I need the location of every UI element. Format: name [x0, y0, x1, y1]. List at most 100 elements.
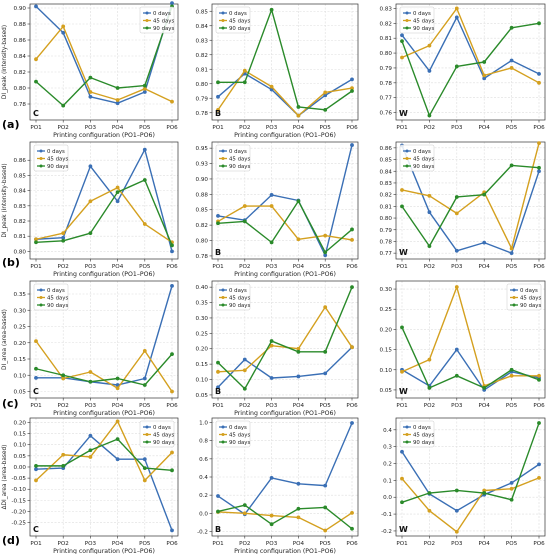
data-point — [427, 491, 432, 495]
plot-frame — [395, 141, 546, 260]
data-point — [509, 246, 514, 251]
x-tick-label: PO3 — [85, 264, 97, 270]
data-point — [269, 204, 274, 208]
x-axis-label: Printing configuration (PO1–PO6) — [234, 271, 336, 278]
data-point — [509, 486, 514, 491]
data-point — [400, 325, 404, 330]
data-point — [509, 481, 514, 485]
data-point — [142, 222, 147, 226]
series-line-1 — [401, 16, 540, 80]
legend-marker — [405, 26, 409, 30]
plot-frame — [29, 417, 179, 537]
data-point — [34, 339, 38, 344]
legend-marker — [221, 288, 225, 292]
data-point — [482, 73, 487, 78]
data-point — [296, 346, 301, 351]
data-point — [454, 195, 459, 199]
x-tick-label: PO2 — [424, 403, 435, 409]
legend-marker — [405, 11, 409, 15]
x-tick-label: PO3 — [451, 403, 463, 409]
plot-frame — [211, 280, 359, 399]
x-tick-label: PO1 — [396, 403, 408, 409]
x-tick-label: PO1 — [396, 125, 408, 131]
data-point — [34, 4, 38, 9]
legend-entry: 90 days — [229, 164, 250, 170]
data-point — [34, 463, 38, 468]
data-point — [61, 376, 66, 381]
data-point — [142, 383, 147, 387]
data-point — [142, 376, 147, 381]
legend-marker — [39, 157, 43, 160]
data-point — [400, 500, 404, 505]
data-point — [509, 163, 514, 168]
data-point — [454, 6, 459, 11]
y-tick-label: 0.85 — [14, 173, 27, 179]
data-point — [115, 190, 120, 195]
x-tick-label: PO4 — [293, 264, 305, 270]
y-tick-label: -0.15 — [12, 498, 27, 504]
y-tick-label: 0.30 — [380, 287, 393, 293]
y-tick-label: 0.20 — [380, 327, 393, 333]
data-point — [88, 370, 93, 374]
series-line-1 — [35, 435, 173, 531]
legend-entry: 0 days — [520, 288, 538, 294]
legend-marker — [221, 433, 225, 436]
data-point — [482, 192, 487, 197]
data-point — [427, 357, 432, 362]
data-point — [242, 386, 247, 391]
x-tick-label: PO5 — [506, 264, 518, 270]
data-point — [537, 169, 541, 174]
data-point — [350, 86, 354, 90]
y-tick-label: 0.77 — [380, 251, 393, 257]
data-point — [242, 368, 247, 373]
y-tick-label: 0.78 — [14, 102, 27, 108]
legend-marker — [221, 157, 225, 160]
chart-panel-2-0: 0.05 0.10 0.15 0.20 0.25 0.30 0.35 PO1 PO2 PO3 PO4… — [2, 280, 179, 417]
data-point — [454, 529, 459, 534]
y-tick-label: 0.86 — [14, 38, 27, 44]
y-tick-label: 0.93 — [196, 162, 209, 168]
data-point — [323, 483, 328, 488]
series-line-2 — [217, 511, 353, 532]
data-point — [537, 80, 541, 85]
legend-entry: 90 days — [47, 164, 68, 170]
plot-frame — [211, 417, 359, 537]
legend-entry: 90 days — [520, 303, 541, 309]
legend-marker — [221, 149, 225, 153]
data-point — [61, 238, 66, 243]
chart-panel-3-2: -0.2 -0.1 0.0 0.1 0.2 0.3 0.4 PO1 PO2 PO3 PO4 PO5 PO… — [381, 417, 546, 547]
data-point — [350, 89, 354, 93]
y-tick-label: 0.20 — [14, 341, 27, 347]
legend-entry: 45 days — [153, 19, 174, 25]
data-point — [509, 497, 514, 502]
y-tick-label: 0.20 — [196, 347, 209, 353]
legend-entry: 90 days — [229, 440, 250, 446]
y-tick-label: 0.85 — [196, 208, 209, 214]
chart-panel-1-1: 0.78 0.80 0.82 0.85 0.88 0.90 0.93 0.95 PO1 PO2 PO… — [196, 141, 359, 278]
data-point — [400, 369, 404, 374]
data-point — [323, 250, 328, 255]
data-point — [427, 193, 432, 198]
data-point — [454, 211, 459, 216]
legend-marker — [145, 26, 149, 30]
panel-label: C — [33, 525, 39, 534]
data-point — [61, 24, 66, 29]
legend-entry: 45 days — [153, 433, 174, 439]
x-tick-label: PO5 — [506, 541, 518, 547]
y-tick-label: 0.88 — [196, 192, 209, 198]
data-point — [427, 244, 432, 249]
data-point — [482, 76, 487, 81]
y-tick-label: 0.6 — [199, 457, 208, 463]
data-point — [509, 58, 514, 63]
plot-frame — [211, 141, 359, 260]
y-axis-label: DI_peak (intensity-based) — [2, 163, 8, 237]
panel-label: B — [215, 248, 221, 257]
legend-entry: 45 days — [413, 157, 434, 163]
data-point — [537, 421, 541, 425]
legend-entry: 90 days — [229, 303, 250, 309]
panel-label: B — [215, 525, 221, 534]
x-tick-label: PO3 — [451, 264, 463, 270]
data-point — [296, 349, 301, 354]
data-point — [242, 503, 247, 508]
x-tick-label: PO4 — [112, 541, 124, 547]
